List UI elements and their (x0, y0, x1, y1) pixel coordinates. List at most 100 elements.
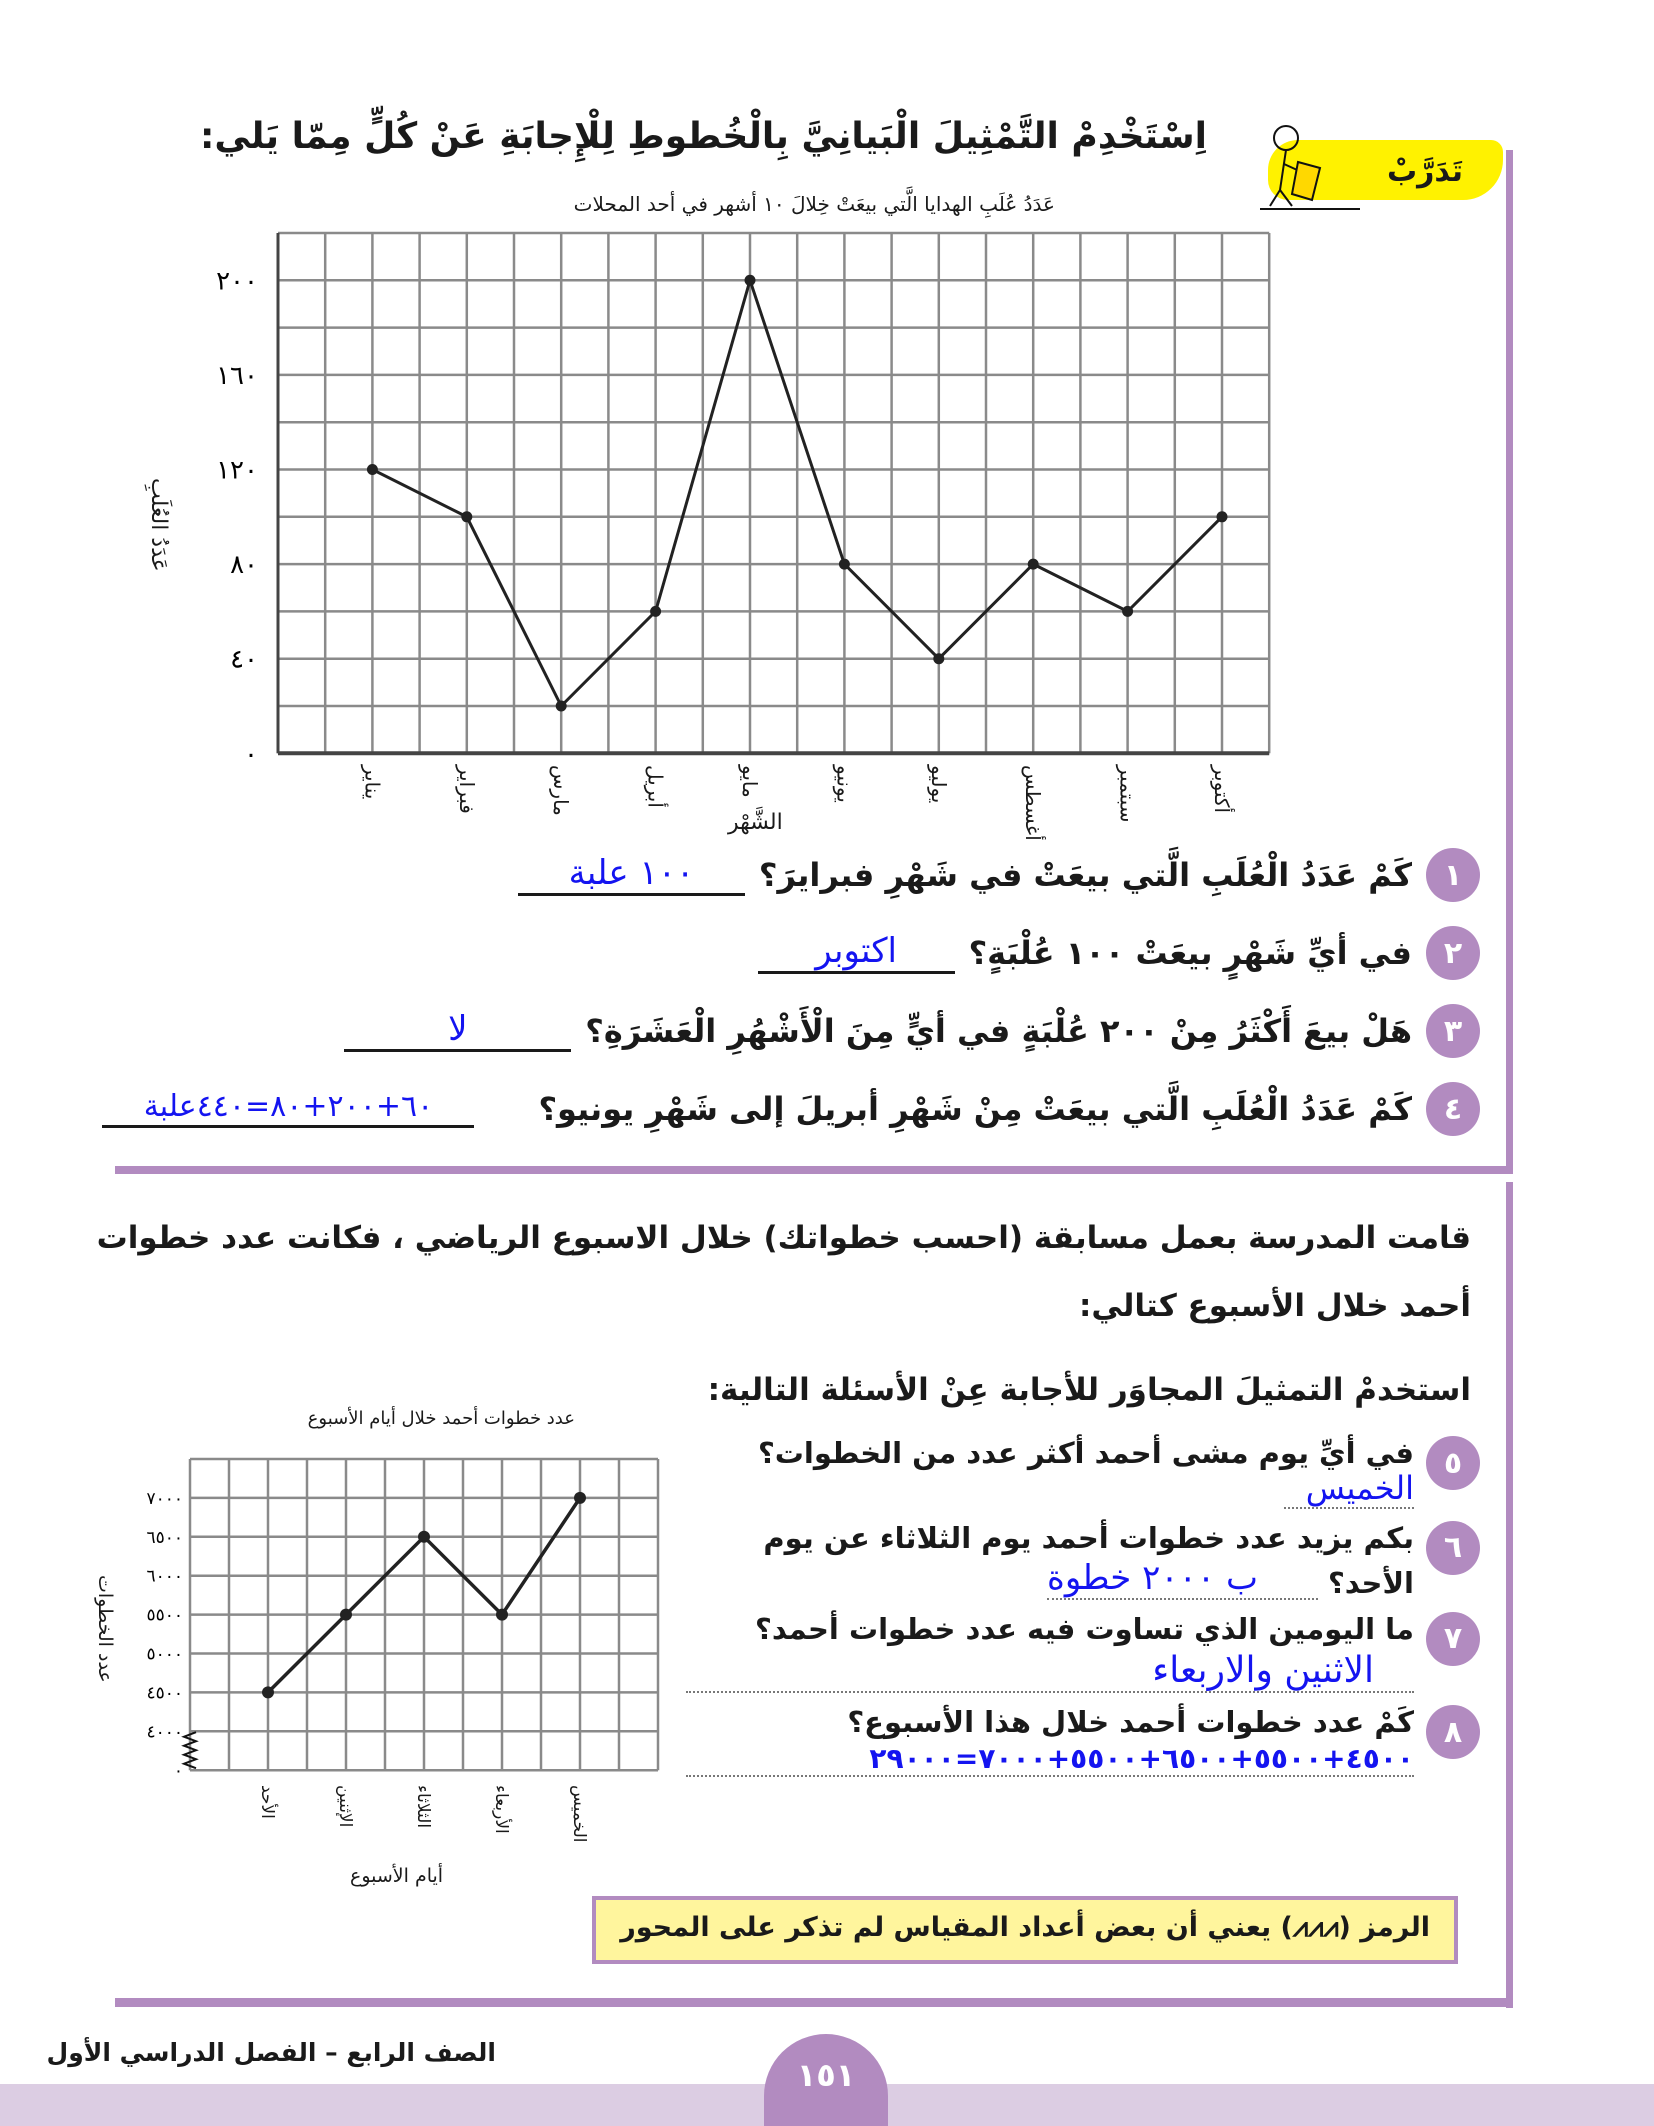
y-tick-label: ٧٠٠٠ (146, 1489, 183, 1509)
data-point (461, 511, 473, 523)
y-tick-label: ٢٠٠ (216, 266, 258, 296)
x-tick-label-day: الأربعاء (491, 1785, 511, 1834)
chart2-y-axis-title: عدد الخطوات (94, 1575, 116, 1683)
question-row: ١ كَمْ عَدَدُ الْعُلَبِ الَّتي بيعَتْ في … (100, 836, 1480, 914)
data-point (1216, 511, 1228, 523)
page-number-tab: ١٥١ (764, 2034, 888, 2126)
question-text: بكم يزيد عدد خطوات أحمد يوم الثلاثاء عن … (763, 1520, 1414, 1555)
question-number-badge: ٦ (1426, 1520, 1480, 1575)
data-point (555, 700, 567, 712)
question-text: كَمْ عَدَدُ الْعُلَبِ الَّتي بيعَتْ مِنْ… (538, 1090, 1412, 1128)
data-point (418, 1530, 430, 1543)
answer-text[interactable]: الاثنين والاربعاء (1152, 1649, 1374, 1691)
question-row: ٨ كَمْ عدد خطوات أحمد خلال هذا الأسبوع؟ ٤٥… (686, 1705, 1480, 1778)
question-body: كَمْ عدد خطوات أحمد خلال هذا الأسبوع؟ ٤٥٠… (686, 1705, 1414, 1778)
section2-intro-line1: قامت المدرسة بعمل مسابقة (احسب خطواتك) خ… (96, 1220, 1471, 1256)
footer-grade-text: الصف الرابع – الفصل الدراسي الأول (46, 2038, 496, 2067)
section2-right-border (1506, 1182, 1513, 2008)
question-number-badge: ٥ (1426, 1436, 1480, 1490)
stick-figure-reading-icon (1269, 125, 1322, 207)
answer-line: ٤٥٠٠+٥٥٠٠+٦٥٠٠+٥٥٠٠+٧٠٠٠=٢٩٠٠٠ (686, 1742, 1414, 1778)
question-row: ٧ ما اليومين الذي تساوت فيه عدد خطوات أحم… (686, 1611, 1480, 1694)
x-tick-label-day: الخميس (569, 1785, 589, 1843)
question-line: في أيِّ يوم مشى أحمد أكثر عدد من الخطوات… (686, 1436, 1414, 1509)
chart2-steps-line-chart: ٠ ٤٠٠٠ ٤٥٠٠ ٥٠٠٠ ٥٥٠٠ ٦٠٠٠ ٦٥٠٠ ٧٠٠٠ (146, 1457, 660, 1781)
data-point (744, 274, 756, 286)
y-tick-label: ٥٠٠٠ (146, 1645, 183, 1665)
y-tick-label: ٤٠ (230, 645, 258, 675)
x-tick-label-day: الثلاثاء (413, 1785, 433, 1829)
question-text: كَمْ عَدَدُ الْعُلَبِ الَّتي بيعَتْ في ش… (758, 856, 1412, 894)
question-row: ٢ في أيِّ شَهْرٍ بيعَتْ ١٠٠ عُلْبَةٍ؟ اكتو… (100, 914, 1480, 992)
question-number-badge: ٨ (1426, 1705, 1480, 1760)
answer-line: ٦٠+٢٠٠+٨٠=٤٤٠علبة (102, 1089, 475, 1128)
question-body: بكم يزيد عدد خطوات أحمد يوم الثلاثاء عن … (686, 1521, 1414, 1600)
y-tick-label: ٦٥٠٠ (146, 1528, 183, 1548)
y-tick-label: ٤٠٠٠ (146, 1722, 183, 1742)
y-tick-label: ٠ (174, 1761, 183, 1781)
answer-text[interactable]: اكتوبر (815, 930, 897, 971)
question-text: في أيِّ يوم مشى أحمد أكثر عدد من الخطوات… (757, 1436, 1414, 1470)
chart1-y-axis-title: عَدَدُ العُلَبِ (146, 478, 171, 572)
x-tick-label-month: أكتوبر (1210, 765, 1234, 814)
answer-text[interactable]: ب ٢٠٠٠ خطوة (1047, 1557, 1258, 1598)
question-row: ٥ في أيِّ يوم مشى أحمد أكثر عدد من الخطوا… (686, 1436, 1480, 1509)
chart1-x-axis-title: الشَّهْر (728, 810, 783, 835)
question-row: ٤ كَمْ عَدَدُ الْعُلَبِ الَّتي بيعَتْ مِن… (100, 1070, 1480, 1148)
section1-bottom-border (115, 1166, 1513, 1174)
answer-text[interactable]: ١٠٠ علبة (568, 852, 695, 893)
answer-line: الخميس (1284, 1470, 1414, 1509)
y-tick-label: ٠ (244, 739, 258, 769)
x-tick-label-month: فبراير (454, 765, 479, 814)
answer-line: لا (344, 1008, 572, 1053)
question-line: الأحد؟ ب ٢٠٠٠ خطوة (686, 1557, 1414, 1600)
question-text: في أيِّ شَهْرٍ بيعَتْ ١٠٠ عُلْبَةٍ؟ (968, 934, 1412, 972)
answer-text[interactable]: ٤٥٠٠+٥٥٠٠+٦٥٠٠+٥٥٠٠+٧٠٠٠=٢٩٠٠٠ (869, 1742, 1414, 1776)
data-point (1122, 605, 1134, 617)
chart2-title: عدد خطوات أحمد خلال أيام الأسبوع (307, 1408, 575, 1429)
question-number-badge: ٢ (1426, 926, 1480, 980)
data-point (340, 1608, 352, 1621)
question-text-continued: الأحد؟ (1327, 1565, 1414, 1600)
note-box: الرمز (⩘⩘⩘) يعني أن بعض أعداد المقياس لم… (592, 1896, 1458, 1964)
x-tick-label-month: مايو (738, 765, 762, 798)
section2-instruction: استخدمْ التمثيلَ المجاوَر للأجابة عِنْ ا… (707, 1372, 1471, 1408)
section2-intro-line2: أحمد خلال الأسبوع كتالي: (1079, 1288, 1471, 1324)
question-text: كَمْ عدد خطوات أحمد خلال هذا الأسبوع؟ (847, 1705, 1414, 1740)
answer-line: الاثنين والاربعاء (686, 1649, 1414, 1694)
y-tick-label: ٨٠ (230, 550, 258, 580)
y-tick-label: ٦٠٠٠ (146, 1567, 183, 1587)
answer-text[interactable]: الخميس (1305, 1469, 1414, 1507)
answer-text[interactable]: ٦٠+٢٠٠+٨٠=٤٤٠علبة (143, 1089, 434, 1125)
section2-bottom-border (115, 1998, 1513, 2007)
y-tick-label: ١٢٠ (216, 456, 258, 486)
question-text: ما اليومين الذي تساوت فيه عدد خطوات أحمد… (755, 1611, 1414, 1646)
question-body: ما اليومين الذي تساوت فيه عدد خطوات أحمد… (686, 1611, 1414, 1694)
answer-line: ١٠٠ علبة (517, 852, 745, 897)
answer-text[interactable]: لا (448, 1008, 468, 1049)
y-tick-label: ١٦٠ (216, 361, 258, 391)
section1-questions: ١ كَمْ عَدَدُ الْعُلَبِ الَّتي بيعَتْ في … (100, 836, 1480, 1148)
data-point (262, 1686, 274, 1699)
data-point (933, 653, 945, 665)
answer-line: اكتوبر (757, 930, 955, 975)
data-line (371, 275, 1224, 709)
badge-underline (1260, 208, 1360, 210)
data-point (366, 464, 378, 475)
question-row: ٣ هَلْ بيعَ أَكْثَرُ مِنْ ٢٠٠ عُلْبَةٍ في… (100, 992, 1480, 1070)
chart2-x-axis-title: أيام الأسبوع (350, 1865, 444, 1887)
practice-badge: تَدَرَّبْ (1258, 122, 1508, 214)
y-tick-label: ٤٥٠٠ (146, 1683, 183, 1703)
question-number-badge: ٣ (1426, 1004, 1480, 1058)
x-tick-label-day: الإثنين (335, 1785, 355, 1828)
x-tick-label-month: يناير (360, 765, 385, 800)
axis-break-zigzag-icon (181, 1731, 199, 1770)
practice-badge-label: تَدَرَّبْ (1386, 154, 1463, 189)
data-point (574, 1491, 586, 1504)
section1-instruction: اِسْتَخْدِمْ التَّمْثِيلَ الْبَيانِيَّ ب… (200, 116, 1207, 157)
answer-line: ب ٢٠٠٠ خطوة (1047, 1557, 1318, 1600)
data-point (838, 558, 850, 570)
data-point (1027, 558, 1039, 570)
note-text: الرمز (⩘⩘⩘) يعني أن بعض أعداد المقياس لم… (620, 1912, 1430, 1943)
question-number-badge: ١ (1426, 848, 1480, 902)
